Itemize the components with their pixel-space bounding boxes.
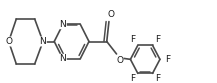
Text: N: N [59, 54, 66, 63]
Text: O: O [5, 37, 12, 46]
Text: F: F [155, 74, 160, 83]
Text: F: F [166, 55, 171, 64]
Text: F: F [155, 35, 160, 44]
Text: F: F [130, 35, 136, 44]
Text: N: N [59, 20, 66, 29]
Text: O: O [116, 56, 123, 65]
Text: O: O [108, 10, 115, 19]
Text: N: N [39, 37, 46, 46]
Text: F: F [130, 74, 136, 83]
